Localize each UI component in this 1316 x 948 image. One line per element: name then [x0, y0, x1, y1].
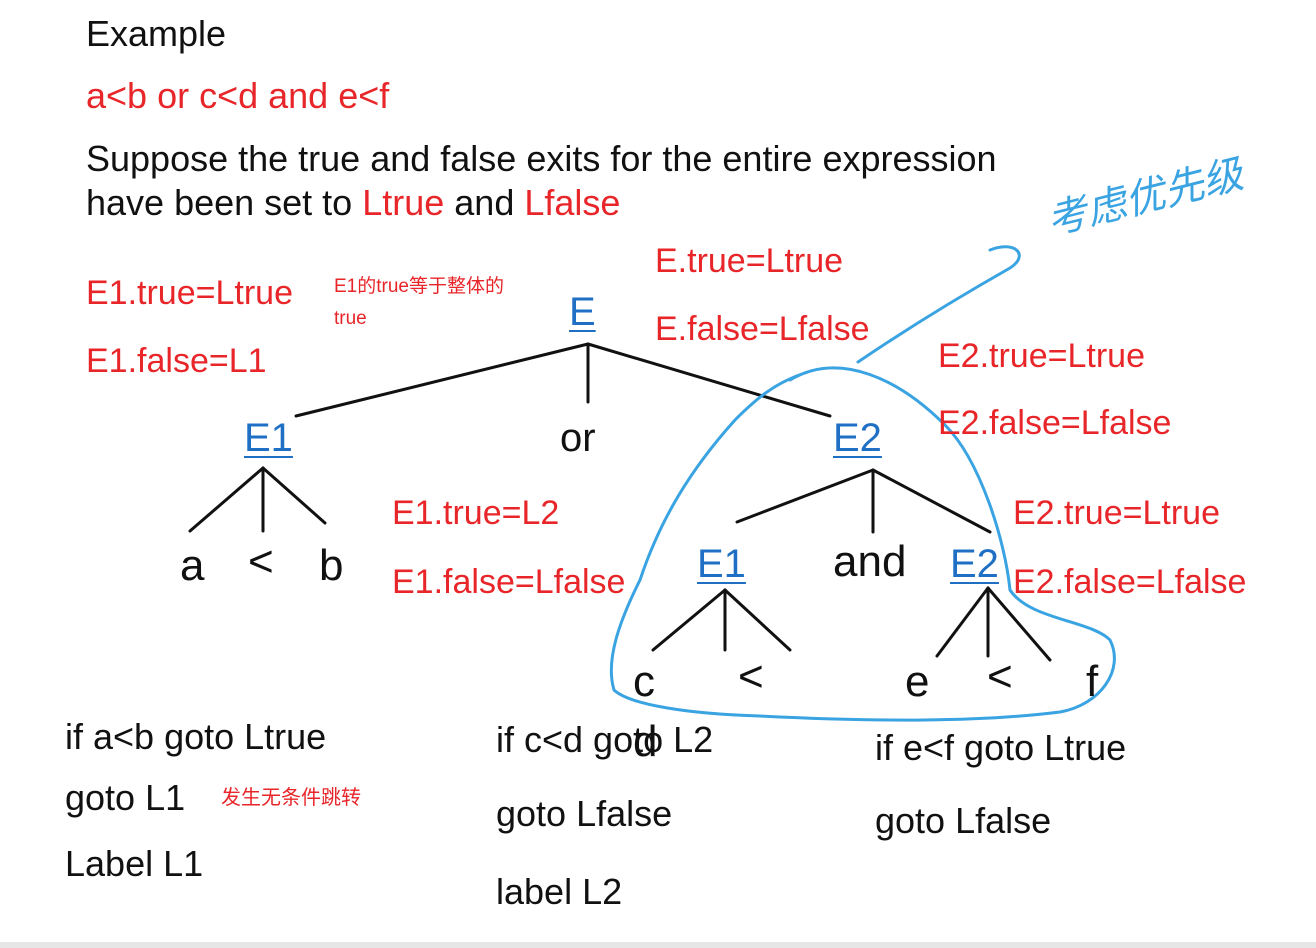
edge-sube2-e [935, 586, 990, 658]
node-e[interactable]: E [569, 290, 596, 334]
sub-e1-false-annotation: E1.false=Lfalse [392, 563, 626, 601]
suppose-line-1: Suppose the true and false exits for the… [86, 138, 997, 179]
edge-e-e1 [294, 342, 590, 418]
sub-e2-true-annotation: E2.true=Ltrue [1013, 494, 1220, 532]
node-d: d [633, 717, 658, 766]
edge-e-e2 [586, 342, 832, 418]
example-heading: Example [86, 13, 227, 54]
e1-note-line-2: true [334, 308, 367, 329]
code1-line1: if a<b goto Ltrue [65, 716, 327, 757]
code2-line1: if c<d goto L2 [496, 719, 714, 760]
expression: a<b or c<d and e<f [86, 75, 390, 116]
node-sub-e2[interactable]: E2 [950, 542, 999, 586]
e1-note-line-1: E1的true等于整体的 [334, 276, 504, 297]
node-and: and [833, 537, 907, 586]
and-word: and [444, 182, 525, 223]
node-lt-3: < [987, 652, 1013, 701]
code2-line3: label L2 [496, 871, 623, 912]
node-c: c [633, 657, 655, 706]
node-e1[interactable]: E1 [244, 416, 293, 460]
node-sub-e1[interactable]: E1 [697, 542, 746, 586]
node-or: or [560, 416, 596, 460]
pointer-stroke [856, 245, 1021, 364]
code3-line1: if e<f goto Ltrue [875, 727, 1127, 768]
node-a: a [180, 541, 205, 590]
node-lt-1: < [248, 537, 274, 586]
edge-sube1-c [651, 588, 727, 652]
suppose-prefix: have been set to [86, 182, 363, 223]
sub-e2-false-annotation: E2.false=Lfalse [1013, 563, 1247, 601]
node-e2[interactable]: E2 [833, 416, 882, 460]
node-f: f [1086, 657, 1099, 706]
code3-line2: goto Lfalse [875, 800, 1052, 841]
code1-line3: Label L1 [65, 843, 204, 884]
e-true-annotation: E.true=Ltrue [655, 242, 844, 280]
edge-e1-a [188, 466, 265, 533]
e1-true-annotation: E1.true=Ltrue [86, 274, 293, 312]
code1-note: 发生无条件跳转 [221, 787, 361, 809]
edge-e2-sube1 [735, 468, 875, 524]
ltrue-label: Ltrue [362, 182, 445, 223]
e2-true-annotation: E2.true=Ltrue [938, 337, 1145, 375]
edge-e1-b [261, 466, 327, 525]
highlight-loop [609, 366, 1116, 722]
node-lt-2: < [738, 652, 764, 701]
edge-sube2-f [986, 586, 1052, 662]
lfalse-label: Lfalse [524, 182, 621, 223]
edge-sube1-d [723, 588, 792, 652]
sub-e1-true-annotation: E1.true=L2 [392, 494, 560, 532]
e1-false-annotation: E1.false=L1 [86, 342, 267, 380]
e2-false-annotation: E2.false=Lfalse [938, 404, 1172, 442]
node-b: b [319, 541, 344, 590]
suppose-line-2: have been set to Ltrue and Lfalse [86, 185, 620, 221]
node-e-leaf: e [905, 657, 930, 706]
code2-line2: goto Lfalse [496, 793, 673, 834]
code1-line2: goto L1 [65, 777, 186, 818]
e-false-annotation: E.false=Lfalse [655, 310, 870, 348]
edge-e2-sube2 [871, 468, 992, 534]
bottom-divider [0, 942, 1316, 948]
